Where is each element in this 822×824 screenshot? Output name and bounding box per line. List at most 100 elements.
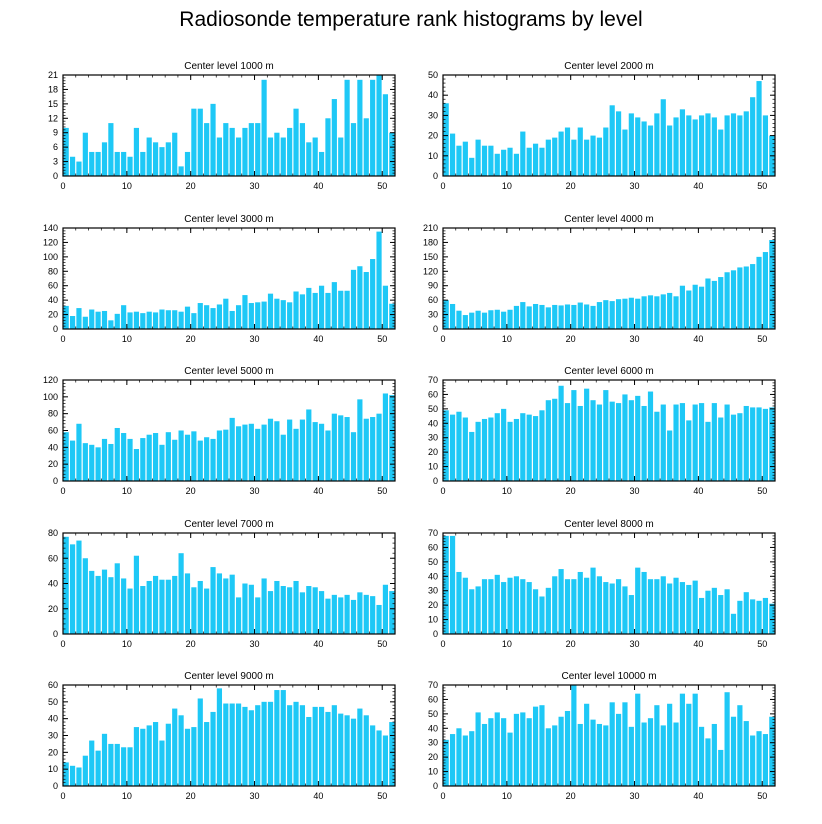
y-tick-label: 20 (428, 131, 438, 141)
y-tick-label: 120 (43, 237, 58, 247)
histogram-bar (306, 287, 312, 329)
histogram-bar (552, 576, 558, 634)
histogram-bar (750, 264, 756, 329)
histogram-bar (370, 596, 376, 635)
histogram-bar (370, 725, 376, 786)
histogram-bar (127, 312, 133, 329)
histogram-bar (76, 308, 82, 329)
histogram-bar (469, 589, 475, 634)
histogram-bar (216, 137, 223, 176)
histogram-bar (692, 580, 698, 634)
histogram-bar (750, 735, 756, 786)
histogram-bar (287, 587, 293, 634)
histogram-bar (564, 579, 571, 634)
histogram-bar (223, 703, 229, 786)
histogram-bar (469, 731, 475, 786)
histogram-bar (140, 151, 146, 176)
histogram-bar (261, 578, 267, 634)
histogram-bar (635, 567, 641, 634)
x-tick-label: 10 (122, 486, 132, 496)
histogram-bar (184, 434, 191, 481)
histogram-bar (615, 111, 622, 176)
histogram-bar (159, 579, 165, 634)
histogram-bar (350, 432, 357, 481)
histogram-bar (344, 290, 350, 329)
x-tick-label: 20 (566, 334, 576, 344)
histogram-bar (577, 302, 583, 329)
histogram-bar (590, 135, 596, 176)
histogram-bar (667, 292, 673, 329)
histogram-bar (299, 419, 306, 481)
histogram-bar (63, 762, 69, 786)
histogram-bar (526, 582, 532, 634)
panel-title: Center level 6000 m (564, 366, 654, 377)
y-tick-label: 70 (428, 528, 438, 538)
histogram-bar (235, 305, 242, 329)
histogram-bar (382, 584, 389, 634)
y-tick-label: 10 (428, 615, 438, 625)
histogram-bar (89, 740, 95, 786)
histogram-bar (501, 149, 507, 176)
histogram-bar (750, 599, 756, 634)
histogram-bar (197, 580, 203, 634)
histogram-bar (520, 131, 526, 176)
histogram-bar (475, 310, 481, 329)
histogram-bar (558, 131, 564, 176)
histogram-bar (667, 703, 673, 786)
histogram-bar (376, 75, 382, 176)
histogram-bar (376, 231, 382, 329)
y-tick-label: 30 (428, 586, 438, 596)
histogram-bar (114, 427, 120, 481)
histogram-bar (724, 404, 730, 481)
histogram-bar (152, 722, 159, 786)
histogram-bar (274, 580, 280, 634)
histogram-bar (133, 311, 140, 329)
histogram-bar (724, 589, 730, 634)
histogram-bar (210, 103, 216, 176)
histogram-bar (121, 578, 127, 634)
histogram-bar (242, 706, 248, 786)
x-tick-label: 0 (60, 639, 65, 649)
histogram-bar (121, 433, 127, 481)
histogram-bar (558, 716, 564, 786)
histogram-bar (338, 597, 344, 634)
histogram-bar (363, 272, 369, 329)
histogram-bar (730, 716, 737, 786)
histogram-bar (571, 685, 577, 786)
histogram-bar (698, 726, 705, 786)
histogram-bar (494, 712, 500, 786)
histogram-bar (698, 403, 705, 481)
histogram-bar (267, 418, 274, 481)
histogram-bar (255, 597, 261, 634)
histogram-bar (76, 767, 82, 786)
histogram-bar (647, 579, 654, 634)
histogram-bar (89, 151, 95, 176)
histogram-bar (679, 285, 686, 329)
histogram-bar (357, 592, 363, 634)
histogram-bar (730, 270, 737, 329)
histogram-bar (762, 734, 769, 786)
histogram-bar (76, 540, 82, 634)
histogram-bar (513, 418, 520, 481)
histogram-bar (711, 280, 717, 329)
histogram-bar (603, 300, 609, 329)
histogram-bar (526, 718, 532, 786)
histogram-bar (571, 390, 577, 481)
histogram-bar (389, 303, 395, 329)
histogram-bar (223, 298, 229, 329)
histogram-bar (325, 292, 331, 329)
y-tick-label: 0 (53, 629, 58, 639)
y-tick-label: 180 (423, 237, 438, 247)
histogram-bar (462, 315, 468, 329)
histogram-bar (718, 595, 724, 634)
histogram-bar (69, 156, 76, 176)
histogram-bar (571, 579, 577, 634)
panel-8: Center level 8000 m 0 10 20 30 40 50 60 70 0 10 20 3… (428, 519, 776, 649)
x-tick-label: 0 (440, 486, 445, 496)
x-tick-label: 20 (566, 791, 576, 801)
y-tick-label: 12 (48, 113, 58, 123)
x-tick-label: 10 (502, 334, 512, 344)
histogram-bar (82, 132, 88, 176)
histogram-bar (743, 721, 749, 786)
histogram-bar (255, 123, 261, 176)
